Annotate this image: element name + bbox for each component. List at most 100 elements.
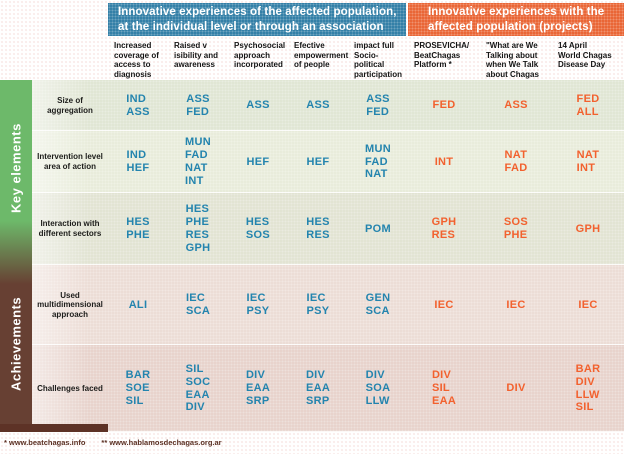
cell-codes: NAT INT <box>576 149 600 174</box>
cell-codes: IEC <box>578 298 598 311</box>
cell-codes: NAT FAD <box>504 149 528 174</box>
table-cell: NAT INT <box>552 131 624 193</box>
column-header-prosevicha: PROSEVICHA/ BeatChagas Platform * <box>414 41 470 70</box>
cell-codes: DIV SOA LLW <box>365 369 391 407</box>
cell-codes: DIV SIL EAA <box>431 369 457 407</box>
table-cell: GEN SCA <box>348 265 408 345</box>
footnotes: * www.beatchagas.info ** www.hablamosdec… <box>0 432 624 454</box>
table-cell: HES RES <box>288 193 348 265</box>
banner-individual-experiences: Innovative experiences of the affected p… <box>108 3 406 36</box>
cell-codes: DIV <box>506 382 526 395</box>
column-header-raised-visibility: Raised v isibility and awareness <box>174 41 219 70</box>
row-background <box>32 80 624 131</box>
table-cell: IEC <box>408 265 480 345</box>
cell-codes: SIL SOC EAA DIV <box>185 362 211 414</box>
cell-codes: HES PHE RES GPH <box>185 203 211 254</box>
row-label-size-of-aggregation: Size of aggregation <box>47 95 93 115</box>
row-label-challenges-faced: Challenges faced <box>37 383 103 393</box>
table-cell: MUN FAD NAT INT <box>168 131 228 193</box>
row-background <box>32 345 624 432</box>
section-sidebar: Key elements Achievements <box>0 80 32 432</box>
cell-codes: BAR DIV LLW SIL <box>575 362 601 414</box>
table-cell: HEF <box>228 131 288 193</box>
table-cell: DIV SIL EAA <box>408 345 480 432</box>
cell-codes: HEF <box>306 155 330 168</box>
section-label-achievements: Achievements <box>8 296 24 392</box>
table-cell: SIL SOC EAA DIV <box>168 345 228 432</box>
table-cell: IND ASS <box>108 80 168 131</box>
cell-codes: DIV EAA SRP <box>305 369 331 407</box>
table-cell: HES PHE <box>108 193 168 265</box>
cell-codes: ASS <box>504 99 528 112</box>
row-background <box>32 131 624 193</box>
cell-codes: DIV EAA SRP <box>245 369 271 407</box>
cell-codes: GEN SCA <box>365 292 391 317</box>
column-header-empowerment: Efective empowerment of people <box>294 41 349 70</box>
table-cell: IEC <box>480 265 552 345</box>
row-label-intervention-level: Intervention level area of action <box>37 152 103 171</box>
cell-codes: HES SOS <box>245 216 271 241</box>
row-label-column-shading <box>32 80 108 432</box>
footnote-beatchagas-url: * www.beatchagas.info <box>4 438 86 447</box>
column-header-world-chagas-day: 14 April World Chagas Disease Day <box>558 41 612 70</box>
table-cell: DIV EAA SRP <box>228 345 288 432</box>
table-cell: DIV EAA SRP <box>288 345 348 432</box>
table-cell: HES SOS <box>228 193 288 265</box>
banner-project-experiences: Innovative experiences with the affected… <box>408 3 624 36</box>
table-cell: IND HEF <box>108 131 168 193</box>
table-cell: ASS <box>480 80 552 131</box>
cell-codes: IEC SCA <box>185 292 211 317</box>
cell-codes: IEC <box>506 298 526 311</box>
column-header-what-are-we-talking: "What are We Talking about when We Talk … <box>486 41 539 88</box>
table-cell: NAT FAD <box>480 131 552 193</box>
cell-codes: MUN FAD NAT INT <box>185 136 211 187</box>
table-cell: ASS <box>288 80 348 131</box>
row-label-multidimensional-approach: Used multidimensional approach <box>37 290 103 319</box>
cell-codes: GPH <box>575 222 601 235</box>
table-cell: HEF <box>288 131 348 193</box>
table-cell: FED <box>408 80 480 131</box>
table-cell: IEC PSY <box>288 265 348 345</box>
table-cell: DIV SOA LLW <box>348 345 408 432</box>
table-cell: ASS FED <box>168 80 228 131</box>
table-cell: INT <box>408 131 480 193</box>
table-cell: POM <box>348 193 408 265</box>
table-cell: GPH RES <box>408 193 480 265</box>
cell-codes: IEC <box>434 298 454 311</box>
cell-codes: ALI <box>128 298 148 311</box>
table-cell: IEC PSY <box>228 265 288 345</box>
table-cell: BAR DIV LLW SIL <box>552 345 624 432</box>
column-header-increased-coverage: Increased coverage of access to diagnosi… <box>114 41 159 98</box>
cell-codes: ASS FED <box>186 92 210 118</box>
footnote-hablamosdechagas-url: ** www.hablamosdechagas.org.ar <box>101 438 222 447</box>
table-cell: ALI <box>108 265 168 345</box>
cell-codes: IND HEF <box>126 149 150 174</box>
sidebar-bottom-cap <box>0 424 108 432</box>
cell-codes: INT <box>434 155 454 168</box>
row-background <box>32 265 624 345</box>
column-header-psychosocial: Psychosocial approach incorporated <box>234 41 286 70</box>
cell-codes: FED <box>432 99 456 112</box>
cell-codes: ASS <box>306 99 330 112</box>
cell-codes: SOS PHE <box>503 216 529 241</box>
cell-codes: HES PHE <box>126 216 150 241</box>
section-label-key-elements: Key elements <box>8 123 24 213</box>
cell-codes: IEC PSY <box>246 292 270 317</box>
cell-codes: ASS <box>246 99 270 112</box>
table-cell: HES PHE RES GPH <box>168 193 228 265</box>
cell-codes: MUN FAD NAT <box>365 142 391 181</box>
table-cell: IEC <box>552 265 624 345</box>
table-cell: ASS <box>228 80 288 131</box>
cell-codes: BAR SOE SIL <box>125 369 151 407</box>
table-cell: GPH <box>552 193 624 265</box>
cell-codes: GPH RES <box>431 216 457 241</box>
table-cell: ASS FED <box>348 80 408 131</box>
cell-codes: IEC PSY <box>306 292 330 317</box>
row-background <box>32 193 624 265</box>
table-cell: BAR SOE SIL <box>108 345 168 432</box>
table-cell: SOS PHE <box>480 193 552 265</box>
cell-codes: POM <box>365 222 391 235</box>
cell-codes: HES RES <box>306 216 330 241</box>
table-cell: MUN FAD NAT <box>348 131 408 193</box>
